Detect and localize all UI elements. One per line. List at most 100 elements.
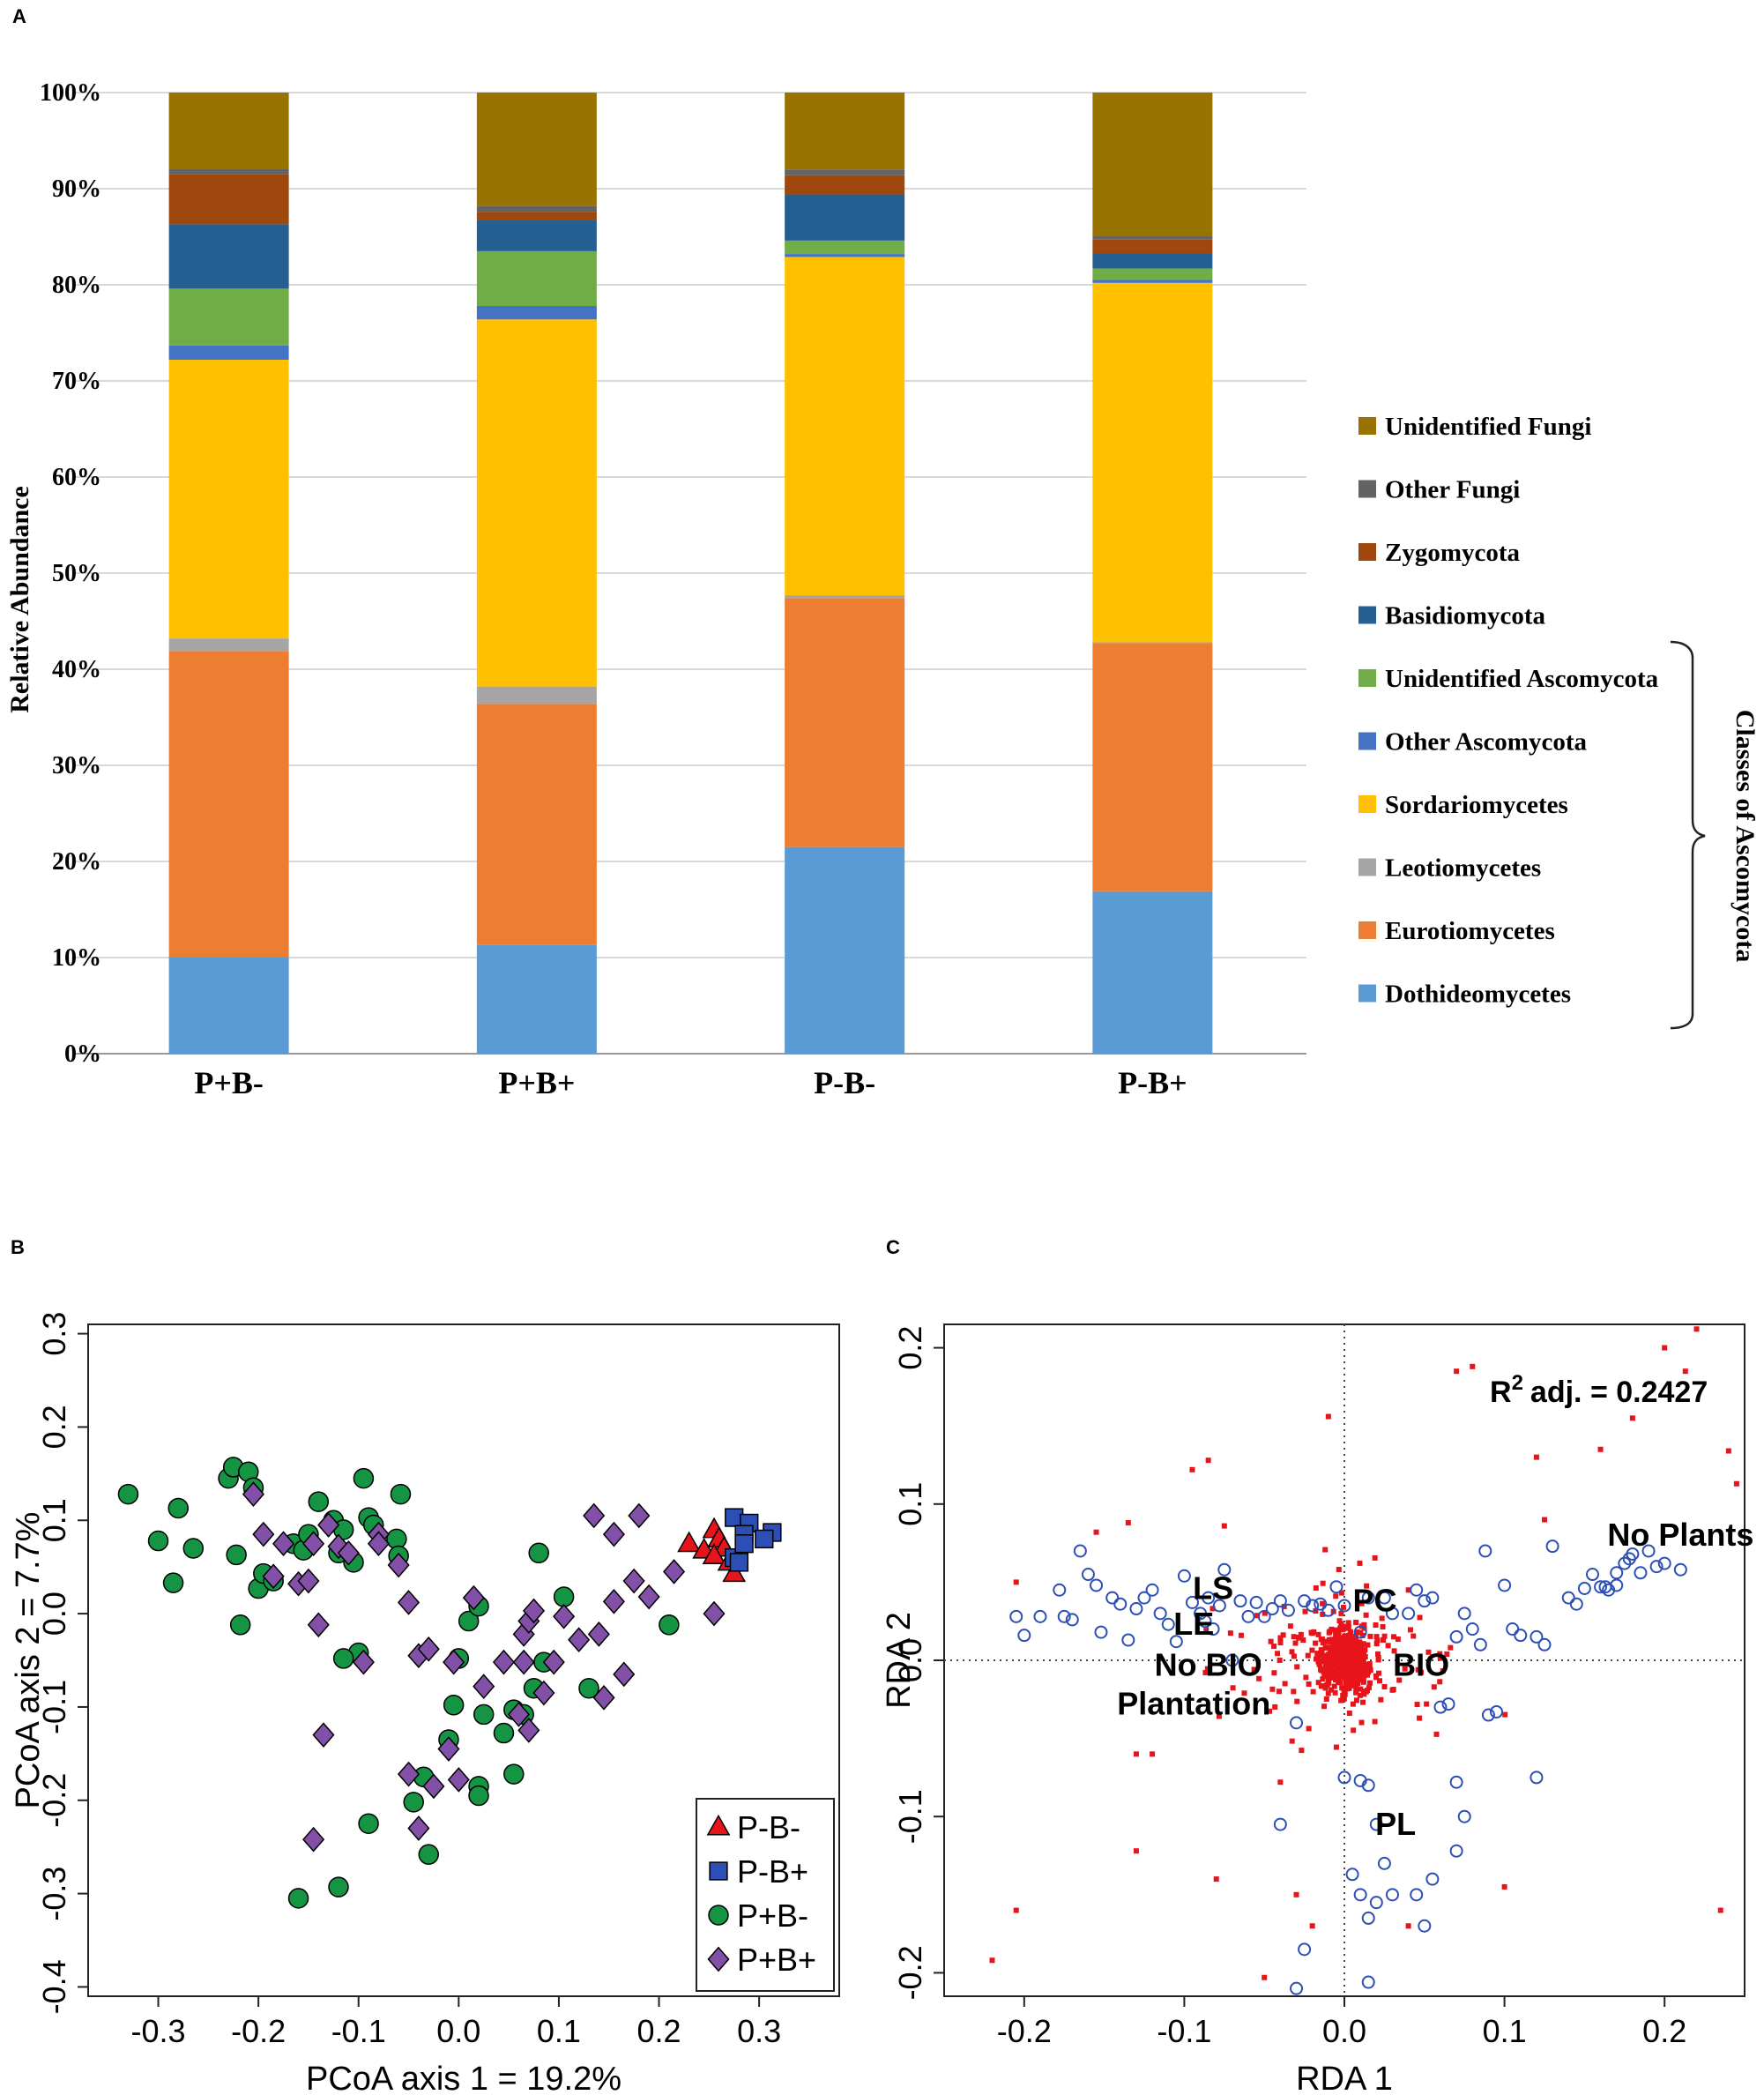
a-bar-segment-unidentified-ascomycota-p-b <box>1092 268 1213 280</box>
c-site-point <box>1276 1657 1283 1663</box>
a-y-tick-label: 30% <box>52 752 101 779</box>
c-site-point <box>1322 1661 1329 1667</box>
c-site-point <box>1337 1666 1343 1673</box>
c-site-point <box>1329 1636 1336 1643</box>
b-point-p-b <box>583 1502 606 1529</box>
c-site-point-outlier <box>1533 1454 1539 1460</box>
c-site-point <box>1359 1670 1366 1676</box>
c-site-point <box>1256 1675 1262 1681</box>
c-species-point <box>1641 1544 1656 1558</box>
c-species-point <box>1530 1629 1544 1644</box>
b-point-p-b <box>613 1661 636 1688</box>
c-site-point <box>1271 1670 1277 1676</box>
c-site-point <box>1361 1691 1367 1697</box>
c-site-point <box>1272 1704 1278 1710</box>
a-x-tick-label: P-B+ <box>1118 1065 1187 1100</box>
c-site-point <box>1350 1701 1356 1707</box>
c-site-point <box>1350 1675 1356 1681</box>
c-y-tick-label: 0.2 <box>892 1326 928 1370</box>
c-site-point <box>1335 1677 1341 1683</box>
c-site-point-outlier <box>1629 1415 1635 1421</box>
c-site-point <box>1341 1696 1347 1702</box>
c-label-pl: PL <box>1375 1806 1416 1842</box>
c-site-point <box>1338 1697 1344 1704</box>
c-site-point <box>1209 1606 1216 1612</box>
c-site-point <box>1314 1651 1321 1657</box>
b-point-p-b <box>659 1614 680 1636</box>
c-site-point <box>1366 1661 1373 1667</box>
c-site-point <box>1424 1701 1430 1707</box>
c-site-point <box>1376 1670 1382 1676</box>
b-point-p-b <box>390 1483 412 1505</box>
c-species-point <box>1306 1599 1320 1613</box>
c-site-point <box>1360 1651 1366 1657</box>
c-x-tick-label: 0.1 <box>1483 2013 1527 2049</box>
b-point-p-b <box>602 1521 625 1547</box>
c-site-point <box>1332 1651 1338 1657</box>
c-site-point <box>1306 1681 1312 1687</box>
c-site-point <box>1378 1696 1384 1703</box>
c-species-point <box>1465 1622 1479 1636</box>
c-species-point <box>1169 1635 1183 1649</box>
panel-label-a: A <box>12 5 26 27</box>
c-site-point <box>1360 1679 1366 1685</box>
c-site-point <box>1364 1688 1370 1694</box>
a-bar-segment-eurotiomycetes-p-b <box>1092 643 1213 891</box>
b-point-p-b <box>443 1649 465 1675</box>
c-site-point <box>1296 1635 1302 1641</box>
c-site-point-outlier <box>1725 1448 1731 1454</box>
c-species-point <box>1473 1637 1487 1651</box>
c-site-point <box>1345 1620 1351 1626</box>
b-point-p-b <box>308 1491 330 1512</box>
c-site-point <box>1360 1666 1366 1672</box>
a-legend-swatch-leotiomycetes <box>1358 858 1376 876</box>
c-species-point <box>1425 1591 1440 1605</box>
c-site-point <box>1338 1647 1344 1653</box>
a-bar-segment-basidiomycota-p-b <box>785 194 905 241</box>
c-site-point <box>1254 1613 1261 1619</box>
b-point-p-b <box>587 1622 610 1647</box>
c-site-point <box>1329 1687 1335 1693</box>
b-point-p-b <box>302 1531 325 1557</box>
c-site-point-outlier <box>1262 1974 1268 1980</box>
c-site-point <box>1238 1632 1244 1638</box>
c-species-point <box>1353 1888 1367 1902</box>
c-species-point <box>1610 1566 1624 1580</box>
a-bar-segment-unidentified-ascomycota-p-b <box>476 250 597 306</box>
b-point-p-b <box>418 1844 439 1865</box>
c-r2-superscript: 2 <box>1512 1371 1523 1395</box>
c-site-point <box>1328 1661 1334 1667</box>
c-site-point <box>1345 1623 1351 1629</box>
b-point-p-b <box>397 1590 421 1615</box>
b-point-p-b <box>317 1512 340 1538</box>
c-site-point <box>1338 1590 1344 1596</box>
c-site-point <box>1360 1641 1366 1647</box>
c-species-point <box>1329 1580 1343 1594</box>
c-site-point <box>1342 1649 1348 1655</box>
a-bar-segment-basidiomycota-p-b <box>168 224 289 289</box>
c-site-point <box>1340 1605 1346 1611</box>
c-label-le: LE <box>1173 1606 1214 1642</box>
c-site-point <box>1350 1680 1356 1686</box>
b-point-p-b <box>493 1722 515 1744</box>
c-site-point <box>1367 1633 1373 1639</box>
a-legend-swatch-sordariomycetes <box>1358 795 1376 813</box>
c-species-point <box>1498 1578 1512 1592</box>
c-site-point <box>1344 1668 1351 1674</box>
a-bar-segment-sordariomycetes-p-b <box>476 319 597 687</box>
b-point-p-b <box>407 1815 430 1841</box>
c-site-point <box>1431 1684 1437 1690</box>
c-species-point <box>1057 1609 1071 1623</box>
c-site-point <box>1336 1673 1342 1679</box>
c-site-point <box>1311 1629 1317 1635</box>
c-site-point <box>1359 1644 1366 1650</box>
c-site-point <box>1336 1567 1342 1573</box>
b-point-p-b <box>462 1584 485 1611</box>
b-point-p-b <box>332 1648 354 1669</box>
c-species-point <box>1449 1775 1463 1789</box>
c-site-point <box>1338 1673 1344 1679</box>
panel-label-b: B <box>11 1236 25 1258</box>
c-species-point <box>1337 1599 1351 1613</box>
a-bar-segment-basidiomycota-p-b <box>476 220 597 251</box>
